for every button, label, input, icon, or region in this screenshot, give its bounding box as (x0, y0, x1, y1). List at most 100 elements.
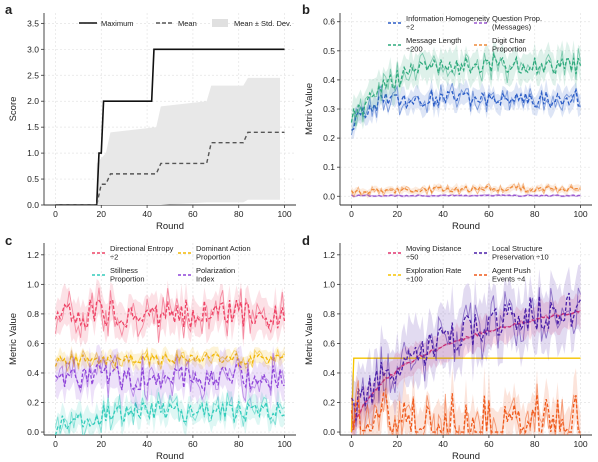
series-trace (55, 287, 285, 343)
y-tick-label: 1.0 (323, 279, 335, 289)
y-axis-label: Metric Value (304, 83, 315, 135)
y-tick-label: 0.2 (27, 398, 39, 408)
y-tick-label: 1.2 (323, 250, 335, 260)
series-mean (55, 131, 285, 205)
y-tick-label: 0.6 (323, 17, 335, 27)
x-tick-label: 20 (393, 209, 403, 219)
series-mean-line (350, 392, 581, 435)
x-tick-label: 60 (484, 209, 494, 219)
x-tick-label: 100 (277, 209, 291, 219)
panel-b: b 0.0 0.1 0.2 0.3 0.4 0.5 0.6 0 20 40 60 80 100 Round M… (302, 2, 592, 232)
legend-swatch (212, 19, 228, 27)
series-band (351, 292, 581, 435)
y-tick-label: 0.3 (323, 104, 335, 114)
x-tick-label: 40 (438, 209, 448, 219)
series-trace (55, 352, 285, 403)
panel-letter: a (5, 2, 13, 17)
series-mean-line (351, 194, 581, 197)
panel-letter: d (302, 233, 310, 248)
x-tick-label: 80 (234, 209, 244, 219)
legend-entry: Mean (178, 19, 197, 28)
x-tick-label: 80 (530, 209, 540, 219)
x-tick-label: 80 (234, 439, 244, 449)
legend-entry: Local Structure Preservation ÷10 (492, 244, 549, 262)
panel-c: c 0.0 0.2 0.4 0.6 0.8 1.0 1.2 0 20 40 60 80 100 Round M… (5, 233, 296, 462)
panel-d: d 0.0 0.2 0.4 0.6 0.8 1.0 1.2 0 20 40 60 80 100 Round M… (302, 233, 592, 462)
y-tick-label: 0.8 (323, 309, 335, 319)
legend-entry: Maximum (101, 19, 134, 28)
y-tick-label: 0.0 (27, 200, 39, 210)
y-tick-label: 1.5 (27, 122, 39, 132)
legend-entry: Mean ± Std. Dev. (234, 19, 291, 28)
legend-entry: Polarization Index (196, 266, 235, 284)
y-tick-label: 1.0 (27, 148, 39, 158)
y-tick-label: 3.0 (27, 44, 39, 54)
series-trace (351, 287, 581, 427)
x-tick-label: 0 (349, 439, 354, 449)
x-axis-label: Round (452, 451, 480, 462)
series-band (351, 78, 581, 140)
y-axis-label: Metric Value (8, 313, 19, 365)
series-mean-line (54, 299, 286, 330)
y-tick-label: 3.5 (27, 18, 39, 28)
x-tick-label: 0 (53, 209, 58, 219)
y-tick-label: 0.4 (323, 75, 335, 85)
x-tick-label: 20 (97, 209, 107, 219)
y-tick-label: 0.2 (323, 133, 335, 143)
y-tick-label: 0.0 (27, 427, 39, 437)
x-tick-label: 60 (188, 439, 198, 449)
x-tick-label: 100 (573, 209, 587, 219)
y-tick-label: 0.4 (27, 368, 39, 378)
plot-area (350, 40, 582, 199)
legend-entry: Moving Distance ÷50 (406, 244, 461, 262)
y-tick-label: 0.4 (323, 368, 335, 378)
y-axis-label: Score (8, 97, 19, 122)
plot-area (350, 264, 582, 435)
series-mean-line (54, 363, 285, 392)
x-axis-label: Round (452, 221, 480, 232)
series-mean-line (350, 310, 581, 433)
x-tick-label: 100 (573, 439, 587, 449)
x-tick-label: 80 (530, 439, 540, 449)
y-tick-label: 0.8 (27, 309, 39, 319)
y-tick-label: 0.2 (323, 398, 335, 408)
legend-entry: Digit Char Proportion (492, 36, 527, 54)
series-mean-line (350, 357, 581, 433)
y-axis-label: Metric Value (304, 313, 315, 365)
series-band (351, 264, 581, 435)
x-tick-label: 40 (142, 209, 152, 219)
y-tick-label: 0.0 (323, 191, 335, 201)
x-tick-label: 60 (484, 439, 494, 449)
plot-area (54, 278, 286, 435)
series-mean-line (350, 185, 581, 196)
legend-entry: Message Length ÷200 (406, 36, 461, 54)
y-tick-label: 0.1 (323, 162, 335, 172)
y-tick-label: 0.6 (323, 338, 335, 348)
y-tick-label: 2.0 (27, 96, 39, 106)
x-tick-label: 20 (393, 439, 403, 449)
series-band-std (96, 77, 280, 205)
series-maximum (55, 48, 285, 205)
x-tick-label: 0 (349, 209, 354, 219)
y-tick-label: 0.5 (27, 174, 39, 184)
legend-entry: Information Homogeneity ÷2 (406, 14, 490, 32)
x-tick-label: 40 (438, 439, 448, 449)
legend-entry: Exploration Rate ÷100 (406, 266, 461, 284)
x-tick-label: 100 (277, 439, 291, 449)
y-tick-label: 2.5 (27, 70, 39, 80)
series-mean-line (350, 292, 582, 421)
legend-entry: Stillness Proportion (110, 266, 145, 284)
plot-area (55, 48, 285, 205)
legend-entry: Agent Push Events ÷4 (492, 266, 531, 284)
x-tick-label: 60 (188, 209, 198, 219)
x-tick-label: 0 (53, 439, 58, 449)
series-mean-line (350, 52, 582, 123)
y-tick-label: 0.0 (323, 427, 335, 437)
y-tick-label: 1.2 (27, 250, 39, 260)
legend-entry: Dominant Action Proportion (196, 244, 251, 262)
x-tick-label: 20 (97, 439, 107, 449)
series-trace (55, 348, 285, 373)
y-tick-label: 0.6 (27, 338, 39, 348)
series-mean-line (54, 351, 286, 369)
